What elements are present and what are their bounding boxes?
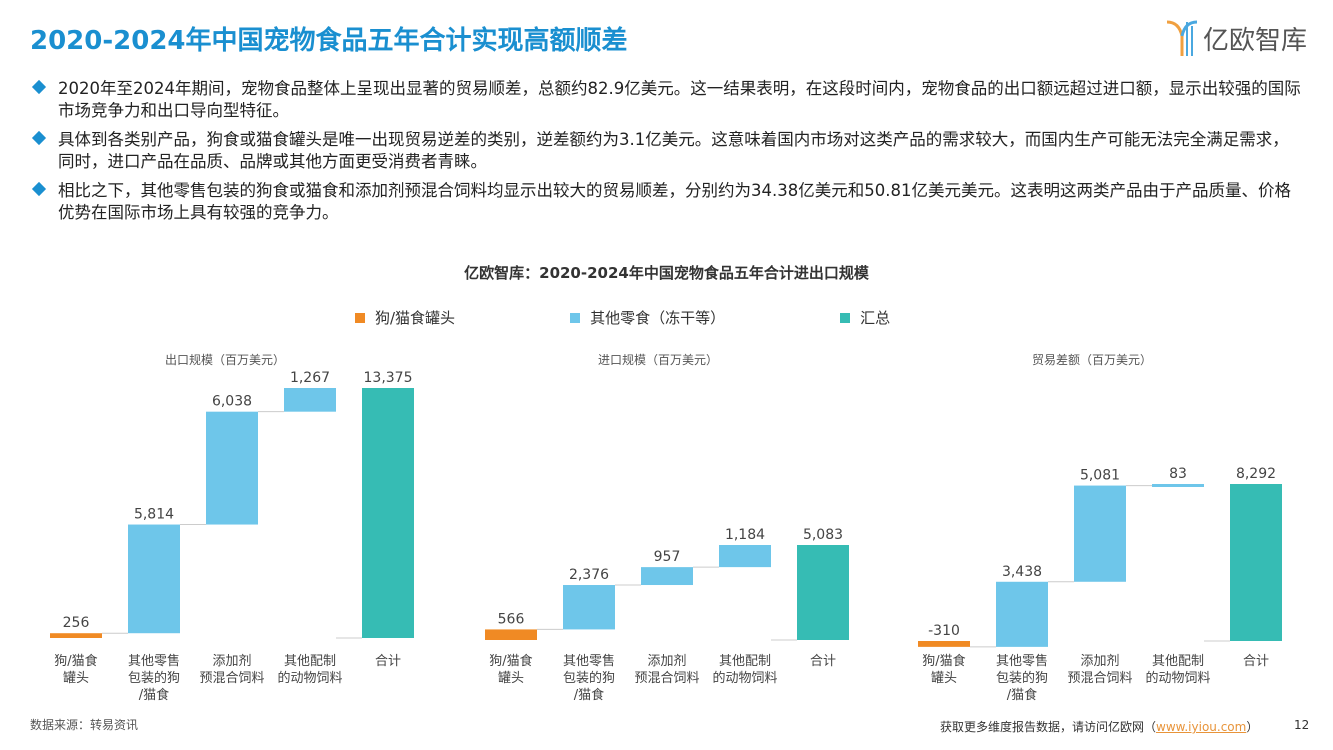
page-number: 12 (1294, 718, 1310, 732)
category-label: 狗/猫食 (489, 653, 532, 669)
bar (996, 581, 1048, 647)
bullet-item: 相比之下，其他零售包装的狗食或猫食和添加剂预混合饲料均显示出较大的贸易顺差，分别… (31, 180, 1304, 224)
footer-more: 获取更多维度报告数据，请访问亿欧网（www.iyiou.com） (940, 718, 1258, 735)
category-label: 狗/猫食 (922, 653, 965, 669)
legend-swatch (840, 312, 851, 323)
bar (284, 388, 336, 412)
bar (918, 641, 970, 647)
data-source: 数据来源：转易资讯 (30, 718, 139, 732)
logo: 亿欧智库 (1165, 18, 1307, 58)
legend: 狗/猫食罐头 其他零食（冻干等） 汇总 (355, 307, 1005, 328)
category-label: 的动物饲料 (712, 670, 777, 686)
category-label: 狗/猫食 (54, 653, 97, 669)
bar (128, 524, 180, 634)
data-label: 5,081 (1080, 468, 1120, 484)
bar (206, 411, 258, 525)
legend-item: 汇总 (840, 307, 890, 328)
data-label: 957 (654, 549, 681, 565)
category-label: 其他配制 (284, 654, 336, 669)
data-label: 1,184 (725, 527, 765, 543)
category-label: 其他配制 (1152, 654, 1204, 669)
bullet-list: 2020年至2024年期间，宠物食品整体上呈现出显著的贸易顺差，总额约82.9亿… (31, 78, 1304, 231)
category-label: 添加剂 (212, 654, 251, 669)
category-label: 的动物饲料 (1145, 670, 1210, 686)
category-label: /猫食 (1007, 687, 1037, 703)
y-axis-label: 出口规模（百万美元） (165, 352, 285, 367)
website-link[interactable]: www.iyiou.com (1156, 720, 1247, 734)
category-label: 其他配制 (719, 654, 771, 669)
bar (797, 545, 849, 640)
legend-label: 汇总 (860, 309, 891, 327)
bar (641, 567, 693, 586)
bar (719, 545, 771, 568)
category-label: 罐头 (498, 671, 524, 686)
bullet-text: 具体到各类别产品，狗食或猫食罐头是唯一出现贸易逆差的类别，逆差额约为3.1亿美元… (58, 130, 1289, 171)
legend-item: 狗/猫食罐头 (355, 307, 455, 328)
legend-swatch (570, 312, 581, 323)
legend-label: 其他零食（冻干等） (590, 309, 726, 327)
data-label: 5,814 (134, 507, 174, 523)
category-label: 添加剂 (647, 654, 686, 669)
category-label: 包装的狗 (563, 670, 615, 686)
category-label: 合计 (375, 654, 401, 669)
bar (362, 388, 414, 638)
bullet-text: 相比之下，其他零售包装的狗食或猫食和添加剂预混合饲料均显示出较大的贸易顺差，分别… (58, 181, 1291, 222)
category-label: 预混合饲料 (634, 671, 699, 686)
bar (1074, 485, 1126, 582)
legend-label: 狗/猫食罐头 (375, 309, 456, 327)
bullet-text: 2020年至2024年期间，宠物食品整体上呈现出显著的贸易顺差，总额约82.9亿… (58, 79, 1301, 120)
category-label: 其他零售 (563, 653, 615, 669)
category-label: 包装的狗 (996, 670, 1048, 686)
category-label: 包装的狗 (128, 670, 180, 686)
category-label: 添加剂 (1080, 654, 1119, 669)
category-label: 预混合饲料 (199, 671, 264, 686)
category-label: /猫食 (139, 687, 169, 703)
bar (1230, 484, 1282, 641)
chart-title: 亿欧智库：2020-2024年中国宠物食品五年合计进出口规模 (464, 264, 869, 282)
bar (1152, 484, 1204, 487)
category-label: 合计 (810, 654, 836, 669)
page-title: 2020-2024年中国宠物食品五年合计实现高额顺差 (30, 26, 628, 56)
data-label: -310 (928, 623, 960, 639)
logo-icon (1166, 20, 1198, 56)
y-axis-label: 进口规模（百万美元） (598, 352, 718, 367)
data-label: 13,375 (364, 370, 413, 386)
category-label: /猫食 (574, 687, 604, 703)
footer-text: ） (1246, 720, 1259, 734)
data-label: 1,267 (290, 370, 330, 386)
logo-text: 亿欧智库 (1203, 25, 1308, 56)
data-label: 6,038 (212, 394, 252, 410)
bullet-item: 2020年至2024年期间，宠物食品整体上呈现出显著的贸易顺差，总额约82.9亿… (31, 78, 1304, 122)
data-label: 8,292 (1236, 466, 1276, 482)
bar (485, 629, 537, 640)
data-label: 566 (498, 611, 525, 627)
data-label: 2,376 (569, 567, 609, 583)
data-label: 3,438 (1002, 564, 1042, 580)
data-label: 5,083 (803, 527, 843, 543)
category-label: 的动物饲料 (277, 670, 342, 686)
y-axis-label: 贸易差额（百万美元） (1032, 353, 1152, 367)
bullet-item: 具体到各类别产品，狗食或猫食罐头是唯一出现贸易逆差的类别，逆差额约为3.1亿美元… (31, 129, 1304, 173)
category-label: 其他零售 (128, 653, 180, 669)
data-label: 83 (1169, 466, 1187, 482)
bar (563, 585, 615, 630)
legend-item: 其他零食（冻干等） (570, 307, 725, 328)
category-label: 罐头 (931, 671, 957, 686)
footer-text: 获取更多维度报告数据，请访问亿欧网（ (940, 720, 1157, 734)
category-label: 合计 (1243, 654, 1269, 669)
legend-swatch (355, 312, 365, 323)
category-label: 预混合饲料 (1067, 671, 1132, 686)
bar (50, 633, 102, 638)
category-label: 罐头 (63, 671, 89, 686)
category-label: 其他零售 (996, 653, 1048, 669)
data-label: 256 (63, 615, 90, 631)
